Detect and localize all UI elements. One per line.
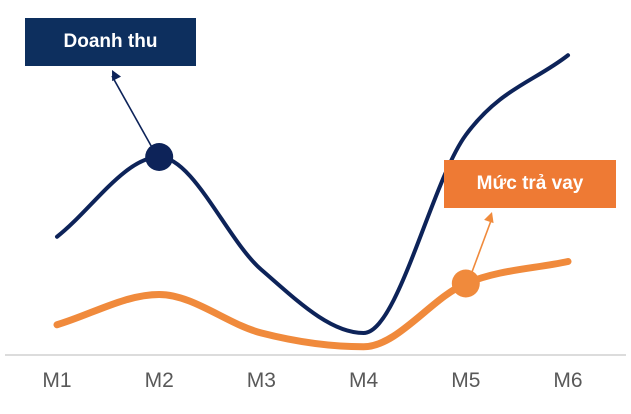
x-tick-label: M2 — [145, 369, 174, 392]
x-tick-label: M3 — [247, 369, 276, 392]
x-tick-label: M5 — [451, 369, 480, 392]
x-tick-label: M1 — [42, 369, 71, 392]
highlight-point-1 — [451, 269, 480, 298]
callout-arrow-line-0 — [111, 75, 152, 147]
callout-repayment-label: Mức trả vay — [444, 160, 616, 208]
x-tick-label: M4 — [349, 369, 378, 392]
callout-arrow-head-0 — [112, 70, 122, 82]
x-tick-label: M6 — [553, 369, 582, 392]
highlight-point-0 — [145, 143, 174, 171]
callout-revenue-label: Doanh thu — [25, 18, 196, 66]
series-line-repayment — [53, 258, 572, 351]
callout-arrow-head-1 — [484, 212, 494, 224]
callout-arrow-line-1 — [471, 217, 493, 273]
